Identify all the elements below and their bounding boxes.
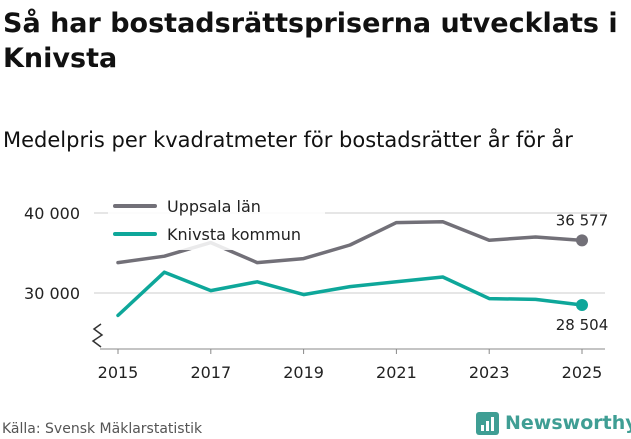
end-value-label: 28 504 [556,316,609,334]
x-tick-label: 2015 [98,363,139,382]
legend-label: Knivsta kommun [167,225,301,244]
x-tick-label: 2021 [376,363,417,382]
series-line-knivsta [116,270,584,318]
y-tick-label: 30 000 [24,284,80,303]
brand-name: Newsworthy [505,412,631,434]
chart-subtitle: Medelpris per kvadratmeter för bostadsrä… [3,128,573,152]
legend-label: Uppsala län [167,197,261,216]
source-note: Källa: Svensk Mäklarstatistik [2,421,203,437]
x-tick-label: 2019 [283,363,324,382]
newsworthy-logo-icon [476,411,499,435]
end-value-label: 36 577 [556,211,609,229]
x-tick-label: 2017 [190,363,231,382]
chart-title: Så har bostadsrättspriserna utvecklats i… [3,8,618,74]
line-chart: 30 000 40 000 2015 2017 2019 2021 2023 2025 36 5… [24,192,609,382]
series-end-point [576,298,588,311]
series-end-point [576,234,588,247]
legend-background [108,192,325,250]
axis-break-icon [91,323,104,348]
y-tick-label: 40 000 [24,204,80,223]
x-tick-label: 2025 [562,363,603,382]
newsworthy-brand[interactable]: Newsworthy [476,409,631,437]
x-tick-label: 2023 [469,363,510,382]
